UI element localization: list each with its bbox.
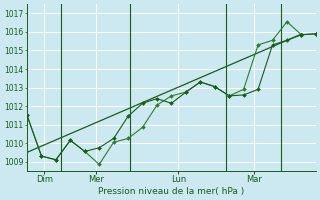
X-axis label: Pression niveau de la mer( hPa ): Pression niveau de la mer( hPa ) bbox=[98, 187, 244, 196]
